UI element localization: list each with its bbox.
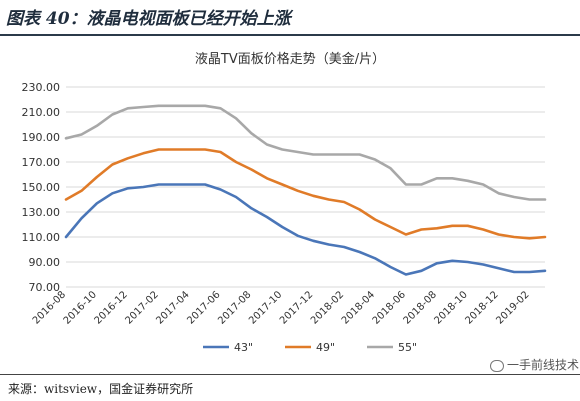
watermark: 一手前线技术 — [490, 356, 579, 373]
series-lines — [64, 104, 547, 276]
y-tick-label: 230.00 — [22, 81, 61, 94]
source-note: 来源：witsview，国金证券研究所 — [8, 382, 194, 396]
y-tick-label: 110.00 — [22, 231, 61, 244]
wechat-icon — [490, 359, 504, 372]
legend-label: 43" — [234, 341, 253, 354]
y-tick-label: 190.00 — [22, 131, 61, 144]
chart-title: 液晶TV面板价格走势（美金/片） — [194, 52, 386, 67]
legend-label: 49" — [316, 341, 335, 354]
y-tick-label: 90.00 — [29, 256, 61, 269]
y-tick-label: 210.00 — [22, 106, 61, 119]
series-line — [64, 183, 547, 276]
y-tick-label: 150.00 — [22, 181, 61, 194]
figure-title: 图表 40：液晶电视面板已经开始上涨 — [6, 9, 291, 29]
x-axis-ticks: 2016-082016-102016-122017-022017-042017-… — [31, 289, 532, 326]
x-tick-label: 2019-02 — [494, 289, 531, 326]
series-line — [64, 148, 547, 240]
footer-rule — [0, 374, 580, 375]
series-line — [64, 104, 547, 201]
legend: 43" 49" 55" — [203, 341, 417, 354]
y-axis-ticks: 70.00 90.00 110.00 130.00 150.00 170.00 190.00… — [22, 81, 61, 294]
y-tick-label: 130.00 — [22, 206, 61, 219]
watermark-text: 一手前线技术 — [507, 358, 580, 372]
legend-label: 55" — [398, 341, 417, 354]
figure-header: 图表 40：液晶电视面板已经开始上涨 — [0, 0, 580, 36]
y-tick-label: 70.00 — [29, 281, 61, 294]
y-tick-label: 170.00 — [22, 156, 61, 169]
header-rule — [0, 34, 580, 36]
